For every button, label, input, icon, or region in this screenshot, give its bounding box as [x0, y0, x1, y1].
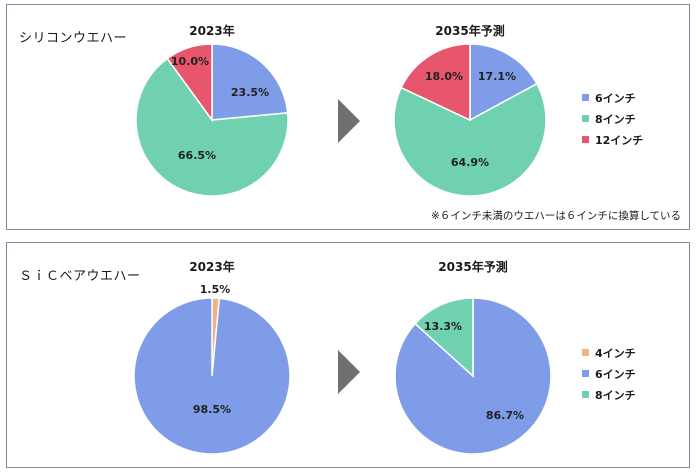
slice-data-label: 23.5% — [231, 86, 269, 99]
slice-data-label: 17.1% — [478, 70, 516, 83]
pie-slice — [135, 57, 289, 197]
legend-item: 4インチ — [582, 342, 636, 363]
slice-data-label: 86.7% — [486, 409, 524, 422]
legend-swatch — [582, 349, 589, 356]
legend-label: 12インチ — [595, 133, 644, 147]
pie-slice — [133, 297, 291, 455]
legend-label: 4インチ — [595, 346, 636, 360]
slice-data-label: 1.5% — [200, 283, 231, 296]
legend-label: 6インチ — [595, 91, 636, 105]
legend-label: 6インチ — [595, 367, 636, 381]
legend-item: 6インチ — [582, 363, 636, 384]
pie-title: 2023年 — [189, 260, 235, 274]
legend: 4インチ 6インチ 8インチ — [582, 342, 636, 405]
legend-item: 6インチ — [582, 87, 643, 108]
pie-slice — [469, 43, 538, 122]
arrow-right-icon — [338, 99, 360, 143]
footnote: ※６インチ未満のウエハーは６インチに換算している — [431, 210, 681, 222]
legend-item: 8インチ — [582, 108, 643, 129]
legend-item: 8インチ — [582, 384, 636, 405]
panel-title: シリコンウエハー — [19, 31, 128, 46]
legend-swatch — [582, 115, 589, 122]
arrow-right-icon — [338, 350, 360, 394]
slice-data-label: 13.3% — [424, 320, 462, 333]
panel-title: ＳｉＣベアウエハー — [19, 269, 141, 284]
legend-swatch — [582, 94, 589, 101]
pie-slice — [394, 297, 552, 455]
slice-data-label: 10.0% — [171, 55, 209, 68]
legend-swatch — [582, 136, 589, 143]
slice-data-label: 18.0% — [425, 70, 463, 83]
pie-slice — [211, 43, 289, 121]
legend-label: 8インチ — [595, 112, 636, 126]
pie-title: 2023年 — [189, 24, 235, 38]
pie-title: 2035年予測 — [438, 260, 508, 274]
pie-slice — [400, 43, 471, 122]
pie-title: 2035年予測 — [435, 24, 505, 38]
legend-label: 8インチ — [595, 388, 636, 402]
legend-swatch — [582, 391, 589, 398]
slice-data-label: 64.9% — [451, 156, 489, 169]
legend-item: 12インチ — [582, 129, 643, 150]
legend: 6インチ 8インチ 12インチ — [582, 87, 643, 150]
pie-slice — [166, 43, 213, 123]
slice-data-label: 66.5% — [178, 149, 216, 162]
slice-data-label: 98.5% — [193, 403, 231, 416]
pie-slice — [414, 297, 474, 378]
pie-slice — [393, 82, 547, 197]
legend-swatch — [582, 370, 589, 377]
